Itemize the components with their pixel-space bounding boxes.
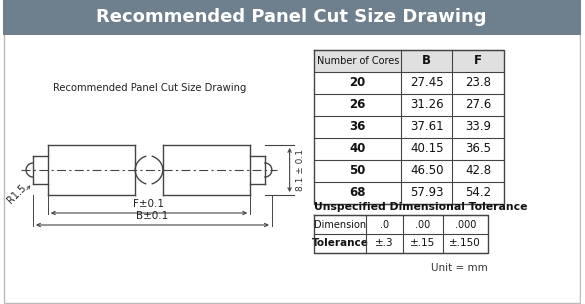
- Text: 36.5: 36.5: [465, 143, 491, 156]
- Text: 54.2: 54.2: [465, 186, 491, 199]
- Text: 40.15: 40.15: [410, 143, 443, 156]
- Text: F: F: [474, 54, 482, 67]
- Text: 46.50: 46.50: [410, 164, 443, 178]
- Text: ±.150: ±.150: [449, 239, 481, 248]
- Text: B±0.1: B±0.1: [136, 211, 168, 221]
- Text: 57.93: 57.93: [410, 186, 443, 199]
- Text: Tolerance: Tolerance: [312, 239, 369, 248]
- Text: 23.8: 23.8: [465, 77, 491, 89]
- Text: ±.3: ±.3: [375, 239, 394, 248]
- Text: 68: 68: [349, 186, 366, 199]
- Text: Dimension: Dimension: [314, 219, 366, 230]
- Text: Number of Cores: Number of Cores: [316, 56, 399, 66]
- Text: 31.26: 31.26: [410, 98, 443, 112]
- Text: F±0.1: F±0.1: [133, 199, 164, 209]
- Text: R1.5: R1.5: [5, 183, 28, 206]
- Text: ±.15: ±.15: [410, 239, 435, 248]
- Text: 27.45: 27.45: [410, 77, 443, 89]
- Text: .00: .00: [415, 219, 431, 230]
- Text: 20: 20: [350, 77, 366, 89]
- Text: 8.1 ± 0.1: 8.1 ± 0.1: [295, 149, 305, 191]
- Text: .000: .000: [455, 219, 476, 230]
- Text: .0: .0: [380, 219, 389, 230]
- Text: 36: 36: [349, 120, 366, 133]
- Text: Unit = mm: Unit = mm: [431, 263, 488, 273]
- Text: 42.8: 42.8: [465, 164, 491, 178]
- Bar: [4, 0, 581, 35]
- Text: 27.6: 27.6: [465, 98, 491, 112]
- Text: 50: 50: [349, 164, 366, 178]
- Text: 33.9: 33.9: [465, 120, 491, 133]
- Text: Recommended Panel Cut Size Drawing: Recommended Panel Cut Size Drawing: [53, 83, 246, 93]
- Text: 40: 40: [349, 143, 366, 156]
- Text: B: B: [422, 54, 431, 67]
- Text: 37.61: 37.61: [410, 120, 443, 133]
- Text: Unspecified Dimensional Tolerance: Unspecified Dimensional Tolerance: [314, 202, 528, 212]
- Text: 26: 26: [349, 98, 366, 112]
- Text: Recommended Panel Cut Size Drawing: Recommended Panel Cut Size Drawing: [97, 9, 487, 26]
- Bar: [314, 50, 504, 72]
